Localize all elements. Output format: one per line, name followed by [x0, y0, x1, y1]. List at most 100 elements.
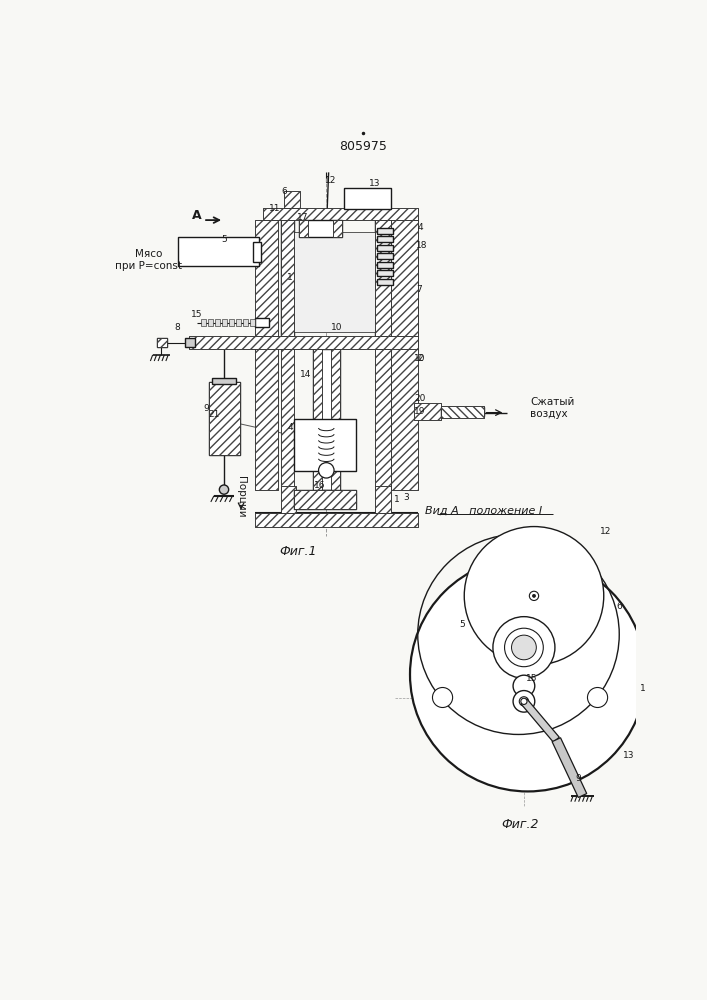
- Text: 19: 19: [414, 407, 426, 416]
- Text: 10: 10: [414, 354, 425, 363]
- Text: 2: 2: [417, 354, 423, 363]
- Bar: [185, 338, 194, 347]
- Circle shape: [521, 698, 527, 704]
- Text: 8: 8: [175, 323, 180, 332]
- Bar: [391, 220, 418, 336]
- Circle shape: [505, 628, 543, 667]
- Bar: [391, 220, 418, 336]
- Bar: [255, 220, 279, 336]
- Bar: [332, 220, 341, 237]
- Bar: [299, 220, 341, 237]
- Bar: [255, 513, 418, 527]
- Bar: [156, 338, 168, 347]
- Text: А: А: [192, 209, 201, 222]
- Circle shape: [493, 617, 555, 678]
- Bar: [331, 349, 340, 490]
- Text: 9: 9: [575, 774, 581, 783]
- Bar: [299, 220, 308, 237]
- Circle shape: [532, 594, 535, 597]
- Bar: [344, 188, 391, 209]
- Bar: [344, 188, 391, 209]
- Bar: [156, 338, 168, 347]
- Circle shape: [522, 699, 526, 703]
- Bar: [293, 419, 356, 471]
- Bar: [331, 349, 340, 490]
- Text: 12: 12: [325, 176, 336, 185]
- Bar: [375, 220, 391, 336]
- Bar: [378, 245, 393, 251]
- Text: 6: 6: [617, 602, 622, 611]
- Bar: [255, 220, 279, 336]
- Text: 1: 1: [287, 273, 293, 282]
- Bar: [391, 220, 418, 336]
- Bar: [375, 486, 391, 513]
- Bar: [378, 253, 393, 259]
- Bar: [281, 220, 293, 336]
- Bar: [293, 490, 356, 509]
- Bar: [281, 349, 293, 490]
- Text: 21: 21: [209, 410, 220, 419]
- Circle shape: [519, 697, 529, 706]
- Circle shape: [513, 691, 534, 712]
- Bar: [391, 220, 418, 336]
- Text: Порции: Порции: [236, 476, 246, 518]
- Bar: [222, 319, 227, 326]
- Text: 6: 6: [281, 187, 287, 196]
- Bar: [375, 220, 391, 336]
- Bar: [293, 419, 356, 471]
- Bar: [263, 208, 418, 220]
- Text: Фиг.1: Фиг.1: [279, 545, 316, 558]
- Circle shape: [530, 591, 539, 600]
- Circle shape: [588, 687, 607, 708]
- Bar: [281, 486, 296, 513]
- Polygon shape: [552, 738, 587, 797]
- Bar: [281, 486, 296, 513]
- Bar: [189, 336, 418, 349]
- Bar: [228, 319, 234, 326]
- Bar: [177, 237, 259, 266]
- Text: 12: 12: [600, 527, 611, 536]
- Bar: [378, 270, 393, 276]
- Text: 16: 16: [314, 481, 325, 490]
- Bar: [375, 486, 391, 513]
- Circle shape: [464, 527, 604, 665]
- Bar: [375, 349, 391, 490]
- Bar: [212, 378, 235, 384]
- Text: 13: 13: [369, 179, 381, 188]
- Bar: [281, 220, 293, 336]
- Text: Сжатый
воздух: Сжатый воздух: [530, 397, 575, 419]
- Text: 13: 13: [623, 751, 634, 760]
- Bar: [255, 336, 279, 490]
- Bar: [299, 220, 308, 237]
- Text: 17: 17: [296, 213, 308, 222]
- Bar: [375, 220, 391, 336]
- Text: 9: 9: [204, 404, 209, 413]
- Text: 10: 10: [331, 323, 342, 332]
- Text: 15: 15: [526, 674, 537, 683]
- Bar: [255, 336, 279, 490]
- Bar: [255, 513, 418, 527]
- Bar: [313, 349, 322, 490]
- Bar: [414, 403, 441, 420]
- Bar: [293, 419, 356, 471]
- Text: 1: 1: [394, 495, 399, 504]
- Bar: [250, 319, 255, 326]
- Text: 15: 15: [191, 310, 203, 319]
- Bar: [255, 318, 269, 327]
- Bar: [344, 188, 391, 209]
- Text: 3: 3: [403, 493, 409, 502]
- Circle shape: [513, 675, 534, 697]
- Bar: [281, 349, 293, 490]
- Circle shape: [410, 557, 645, 791]
- Text: 805975: 805975: [339, 140, 387, 153]
- Bar: [441, 407, 484, 416]
- Bar: [391, 336, 418, 490]
- Text: Мясо
при P=const: Мясо при P=const: [115, 249, 182, 271]
- Bar: [243, 319, 248, 326]
- Bar: [177, 237, 259, 266]
- Bar: [313, 349, 322, 490]
- Bar: [235, 319, 241, 326]
- Text: 4: 4: [417, 223, 423, 232]
- Bar: [375, 349, 391, 490]
- Bar: [391, 336, 418, 490]
